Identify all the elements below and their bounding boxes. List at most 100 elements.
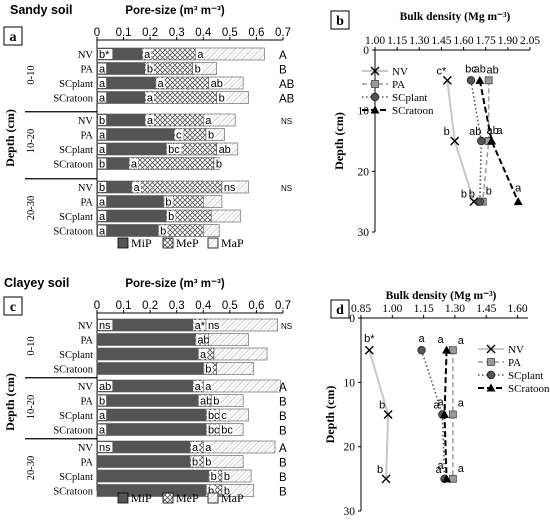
panel-title: Sandy soil <box>10 3 73 17</box>
bar-letter-label: a <box>99 78 106 90</box>
bar-letter-label: ns <box>99 442 111 454</box>
bar-label-bg <box>222 485 232 496</box>
panel-letter-box <box>3 296 23 316</box>
significance-label: B <box>279 487 287 499</box>
series-line <box>368 349 390 479</box>
x-tick-label: 0.4 <box>195 27 212 39</box>
bar-letter-label: a <box>134 182 141 194</box>
bar-letter-label: b <box>99 159 105 171</box>
treatment-label: NV <box>78 321 94 332</box>
bar-map <box>205 318 278 332</box>
bar-letter-label: b <box>216 159 222 171</box>
bar-letter-label: b <box>224 486 230 498</box>
bar-label-bg <box>196 334 211 345</box>
bar-label-bg <box>214 158 224 169</box>
treatment-label: SCratoon <box>53 365 93 376</box>
panel-title: Clayey soil <box>4 276 69 290</box>
bar-mep <box>128 157 215 170</box>
bar-letter-label: b <box>205 457 211 469</box>
treatment-label: SCratoon <box>53 426 93 437</box>
treatment-label: SCratoon <box>53 160 93 171</box>
bar-label-bg <box>206 485 216 496</box>
bar-label-bg <box>198 395 214 406</box>
bar-letter-label: a <box>195 381 202 393</box>
bar-label-bg <box>98 410 107 420</box>
point-marker <box>513 197 523 206</box>
bar-mip <box>96 333 196 346</box>
layer-label: 10-20 <box>26 395 37 420</box>
x-tick-label: 0.5 <box>222 27 238 39</box>
y-axis-label: Depth (cm) <box>332 112 346 170</box>
bar-letter-label: b <box>147 64 153 76</box>
series-scratoon: aaa <box>437 334 452 483</box>
x-tick-label: 1.45 <box>476 303 496 315</box>
bar-label-bg <box>98 158 107 169</box>
panel-d: d Bulk density (Mg m⁻³) 0.85 1.00 1.15 1.30 1.… <box>323 290 550 518</box>
panel-b: b Bulk density (Mg m⁻³)1.00 1.15 1.30 1.45 1.… <box>330 10 540 239</box>
x-tick-label: 0.3 <box>169 27 185 39</box>
bar-label-bg <box>145 115 155 125</box>
point-marker <box>486 370 496 380</box>
bar-letter-label: b <box>208 130 214 142</box>
x-tick-label: 0.6 <box>248 27 264 39</box>
x-tick-label: 0.1 <box>116 300 132 312</box>
point-letter-label: b <box>486 186 492 198</box>
bar-label-bg <box>206 320 222 330</box>
bar-label-bg <box>145 63 155 74</box>
bar-letter-label: a <box>99 410 106 422</box>
bar-label-bg <box>132 182 141 192</box>
x-axis-label: Pore-size (m³ m⁻³) <box>125 5 225 17</box>
bar-mip <box>96 209 167 223</box>
bar-label-bg <box>98 129 107 140</box>
point-marker <box>487 358 495 366</box>
legend-label: PA <box>508 357 521 369</box>
layer-label: 0-10 <box>26 336 37 355</box>
bar-label-bg <box>98 211 107 221</box>
bar-mip <box>96 469 209 483</box>
y-axis-label: Depth (cm) <box>323 386 337 444</box>
x-tick-label: 0.6 <box>248 300 264 312</box>
series-line <box>470 80 483 202</box>
point-letter-label: a <box>458 398 465 410</box>
bar-label-bg <box>98 115 107 125</box>
x-tick-label: 0 <box>94 27 100 39</box>
layer-label: 0-10 <box>26 65 37 84</box>
series-nv: b* b b <box>364 333 393 484</box>
bar-label-bg <box>167 211 176 221</box>
bar-letter-label: b <box>213 396 219 408</box>
bar-map <box>202 379 281 393</box>
significance-label: AB <box>279 79 295 91</box>
point-letter-label: a <box>458 335 465 347</box>
point-letter-label: a <box>438 460 445 472</box>
x-tick-label: 1.15 <box>414 303 434 315</box>
point-letter-label: a <box>437 397 444 409</box>
bar-label-bg <box>204 442 213 452</box>
y-tick-label: 30 <box>344 506 356 516</box>
y-tick-label: 0 <box>363 45 369 57</box>
point-marker <box>486 383 496 392</box>
bar-mip <box>96 455 191 468</box>
x-tick-label: 1.15 <box>387 35 407 47</box>
bar-map <box>210 209 241 223</box>
x-tick-label: 0.5 <box>222 300 238 312</box>
significance-label: B <box>279 411 287 423</box>
bar-letter-label: a <box>99 425 106 437</box>
point-marker <box>448 474 457 483</box>
bar-letter-label: ns <box>224 182 236 194</box>
bar-mip <box>96 195 164 208</box>
bar-label-bg <box>212 395 221 406</box>
legend-swatch <box>117 237 129 249</box>
bar-label-bg <box>98 182 107 192</box>
bar-mip <box>96 128 175 141</box>
point-letter-label: a <box>435 464 442 476</box>
x-tick-label: 0.7 <box>275 300 291 312</box>
bar-mip <box>96 362 204 375</box>
bar-label-bg <box>209 78 224 88</box>
bar-mip <box>96 394 199 407</box>
legend: MiP MeP MaP <box>117 491 244 505</box>
point-marker <box>364 345 374 355</box>
layer-label: 20-30 <box>26 456 37 481</box>
y-tick-label: 20 <box>344 442 356 454</box>
